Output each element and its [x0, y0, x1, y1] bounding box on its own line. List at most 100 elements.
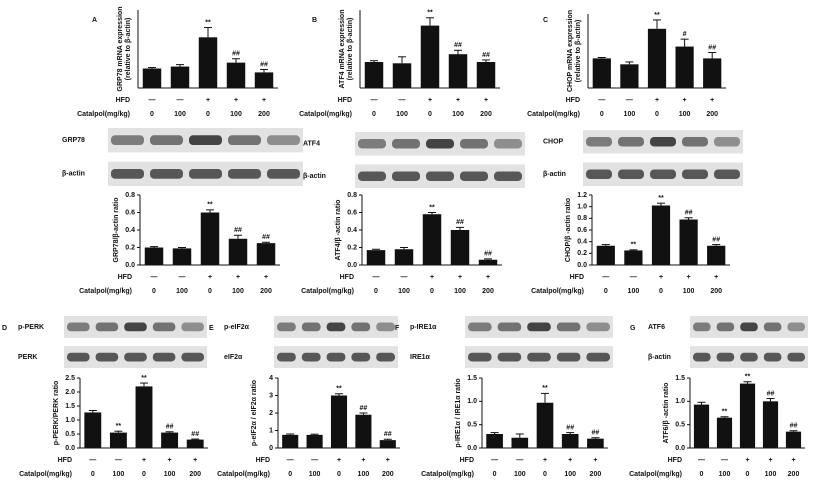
- row-value: 0: [288, 471, 292, 478]
- bar: [587, 438, 604, 448]
- blot-band: [586, 137, 612, 147]
- bar: [624, 250, 643, 265]
- blot-band: [358, 139, 386, 149]
- blot-band: [181, 352, 204, 362]
- significance-mark: **: [116, 423, 122, 430]
- row-value: 0: [372, 111, 376, 118]
- significance-mark: **: [658, 195, 664, 202]
- y-tick-label: 0.0: [675, 445, 685, 452]
- row-label: HFD: [118, 274, 132, 281]
- blot-band: [150, 135, 183, 146]
- row-value: 0: [600, 111, 604, 118]
- row-value: 100: [564, 471, 576, 478]
- blot-label: CHOP: [543, 139, 564, 146]
- y-tick-label: 2.0: [65, 389, 75, 396]
- y-tick-label: 0.8: [347, 192, 357, 199]
- row-value: 200: [482, 288, 494, 295]
- row-value: 100: [624, 111, 636, 118]
- row-value: 200: [258, 111, 270, 118]
- significance-mark: ##: [484, 251, 492, 258]
- row-label: Catalpol(mg/kg): [19, 471, 72, 478]
- significance-mark: ##: [456, 219, 464, 226]
- bar: [448, 54, 468, 88]
- row-value: +: [593, 457, 597, 464]
- bar: [561, 434, 579, 448]
- blot-band: [189, 168, 222, 179]
- row-value: +: [683, 97, 687, 104]
- blot-band: [714, 137, 740, 147]
- blot-band: [351, 322, 371, 332]
- bar: [675, 46, 694, 88]
- row-value: +: [568, 457, 572, 464]
- row-label: HFD: [116, 97, 130, 104]
- row-value: +: [168, 457, 172, 464]
- blot-band: [95, 322, 119, 332]
- significance-mark: ##: [234, 227, 242, 234]
- row-label: Catalpol(mg/kg): [217, 471, 270, 478]
- blot-band: [468, 352, 492, 362]
- blot-band: [586, 169, 612, 179]
- blot-band: [556, 352, 581, 362]
- row-value: —: [516, 457, 523, 464]
- row-value: —: [698, 457, 705, 464]
- blot-label: IRE1α: [410, 354, 431, 361]
- y-tick-label: 0: [269, 445, 273, 452]
- row-value: 0: [206, 111, 210, 118]
- bar: [476, 62, 496, 88]
- row-value: +: [208, 274, 212, 281]
- bar: [282, 434, 299, 448]
- row-value: 0: [428, 111, 432, 118]
- y-tick-label: 0.4: [577, 239, 587, 246]
- row-value: —: [401, 274, 408, 281]
- significance-mark: **: [542, 385, 548, 392]
- y-axis-label: ATF6/β -actin ratio: [663, 383, 670, 444]
- bar: [170, 66, 190, 88]
- bar: [161, 432, 179, 448]
- row-value: +: [456, 97, 460, 104]
- blot-band: [111, 168, 144, 179]
- row-value: —: [399, 97, 406, 104]
- significance-mark: ##: [262, 234, 270, 241]
- bar: [226, 62, 246, 88]
- row-label: HFD: [58, 457, 72, 464]
- y-axis-label: p-PERK/PERK ratio: [53, 381, 60, 446]
- panel-letter: G: [630, 325, 636, 332]
- row-value: +: [428, 97, 432, 104]
- bar: [647, 28, 667, 88]
- row-value: —: [598, 97, 605, 104]
- blot-band: [277, 322, 296, 332]
- y-axis-label: p-IRE1α / IRE1α ratio: [455, 378, 462, 447]
- row-value: 100: [683, 288, 695, 295]
- row-value: 100: [164, 471, 176, 478]
- blot-band: [716, 352, 735, 362]
- blot-band: [392, 139, 420, 149]
- blot-label: PERK: [18, 354, 37, 361]
- bar: [651, 205, 671, 265]
- blot-band: [586, 352, 610, 362]
- bar: [364, 62, 384, 88]
- row-label: Catalpol(mg/kg): [629, 471, 682, 478]
- y-tick-label: 0.0: [467, 445, 477, 452]
- bar: [330, 395, 348, 448]
- row-value: 100: [309, 471, 321, 478]
- y-tick-label: 0.0: [125, 262, 135, 269]
- y-axis-label: (relative to β-actin): [347, 18, 354, 81]
- row-value: 200: [706, 111, 718, 118]
- panel-letter: A: [92, 17, 97, 24]
- y-tick-label: 0.4: [347, 227, 357, 234]
- bar: [478, 259, 498, 265]
- significance-mark: ##: [384, 431, 392, 438]
- blot-band: [67, 322, 90, 332]
- y-axis-label: GRP78 mRNA expression: [117, 7, 124, 92]
- significance-mark: ##: [790, 423, 798, 430]
- row-value: —: [287, 457, 294, 464]
- blot-band: [152, 352, 176, 362]
- significance-mark: **: [722, 409, 728, 416]
- y-tick-label: 0.8: [125, 192, 135, 199]
- row-value: —: [151, 274, 158, 281]
- blot-label: p-PERK: [18, 324, 44, 331]
- significance-mark: ##: [260, 61, 268, 68]
- bar: [420, 25, 440, 89]
- row-value: 100: [765, 471, 777, 478]
